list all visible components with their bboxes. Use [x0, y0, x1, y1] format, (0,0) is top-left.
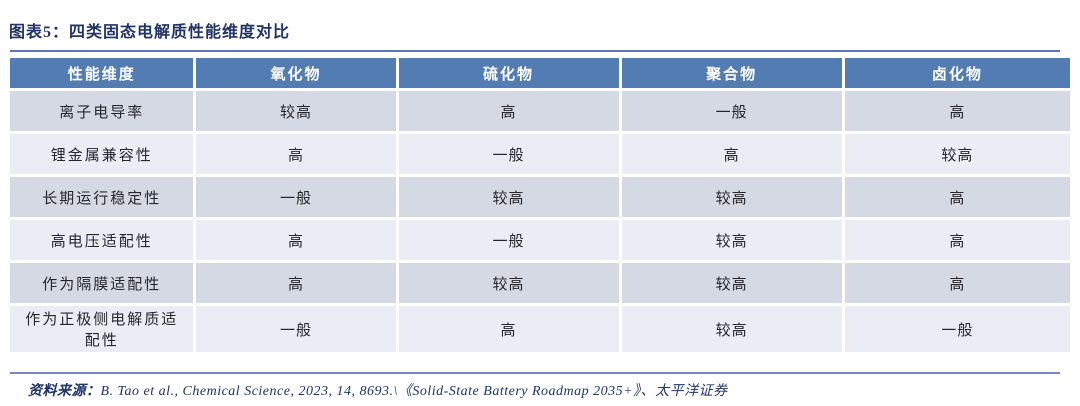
value-cell: 高 [844, 177, 1070, 217]
table-body: 离子电导率 较高高一般高锂金属兼容性高一般高较高 长期运行稳定性 一般 较高 较高高高电压… [10, 91, 1070, 352]
electrolyte-comparison-table: 性能维度 氧化物 硫化物 聚合物 卤化物 离子电导率 较高高一般高锂金属兼容性高一… [7, 55, 1073, 355]
value-cell: 高 [196, 263, 396, 303]
value-cell: 一般 [398, 220, 619, 260]
source-label: 资料来源： [28, 384, 101, 399]
value-cell: 一般 [196, 306, 396, 352]
dimension-cell: 长期运行稳定性 [10, 177, 194, 217]
dimension-cell: 离子电导率 [10, 91, 194, 131]
source-line: 资料来源：B. Tao et al., Chemical Science, 20… [28, 380, 728, 400]
value-cell: 高 [844, 263, 1070, 303]
value-cell: 较高 [621, 220, 842, 260]
table-row: 离子电导率 较高高一般高 [10, 91, 1070, 131]
value-cell: 高 [844, 91, 1070, 131]
value-cell: 一般 [196, 177, 396, 217]
dimension-cell: 锂金属兼容性 [10, 134, 194, 174]
column-header-dimension: 性能维度 [10, 58, 194, 88]
value-cell: 一般 [844, 306, 1070, 352]
value-cell: 高 [621, 134, 842, 174]
value-cell: 一般 [398, 134, 619, 174]
table-row: 锂金属兼容性高一般高较高 [10, 134, 1070, 174]
table-row: 作为隔膜适配性高较高 较高高 [10, 263, 1070, 303]
value-cell: 一般 [621, 91, 842, 131]
column-header-sulfide: 硫化物 [398, 58, 619, 88]
dimension-cell: 作为隔膜适配性 [10, 263, 194, 303]
table-header-row: 性能维度 氧化物 硫化物 聚合物 卤化物 [10, 58, 1070, 88]
table-row: 高电压适配性高一般 较高高 [10, 220, 1070, 260]
value-cell: 高 [398, 91, 619, 131]
column-header-polymer: 聚合物 [621, 58, 842, 88]
dimension-cell: 作为正极侧电解质适配性 [10, 306, 194, 352]
footer-divider-rule [10, 372, 1060, 374]
value-cell: 较高 [844, 134, 1070, 174]
figure-title: 图表5：四类固态电解质性能维度对比 [9, 24, 291, 41]
table-row: 作为正极侧电解质适配性 一般高较高 一般 [10, 306, 1070, 352]
column-header-halide: 卤化物 [844, 58, 1070, 88]
value-cell: 高 [844, 220, 1070, 260]
value-cell: 高 [196, 220, 396, 260]
value-cell: 较高 [398, 263, 619, 303]
value-cell: 较高 [621, 263, 842, 303]
value-cell: 较高 [621, 306, 842, 352]
value-cell: 较高 [621, 177, 842, 217]
value-cell: 较高 [398, 177, 619, 217]
value-cell: 高 [196, 134, 396, 174]
table-row: 长期运行稳定性 一般 较高 较高高 [10, 177, 1070, 217]
column-header-oxide: 氧化物 [196, 58, 396, 88]
value-cell: 较高 [196, 91, 396, 131]
title-divider-rule [10, 50, 1060, 52]
source-text: B. Tao et al., Chemical Science, 2023, 1… [100, 384, 728, 399]
dimension-cell: 高电压适配性 [10, 220, 194, 260]
value-cell: 高 [398, 306, 619, 352]
